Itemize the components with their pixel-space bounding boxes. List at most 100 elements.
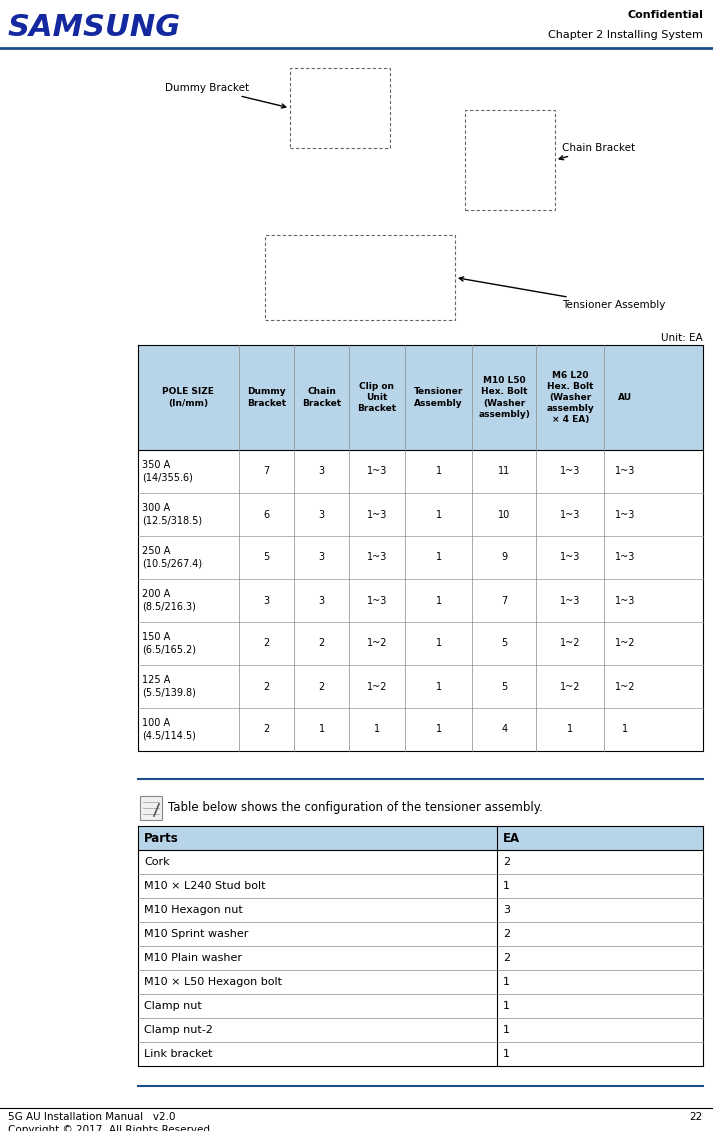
Text: 1~3: 1~3: [366, 596, 387, 605]
Text: 1~2: 1~2: [366, 682, 387, 691]
Text: 1~3: 1~3: [366, 553, 387, 562]
Text: 1~2: 1~2: [615, 682, 635, 691]
Text: 350 A
(14/355.6): 350 A (14/355.6): [142, 460, 193, 483]
Text: 3: 3: [263, 596, 270, 605]
Text: 1: 1: [503, 881, 510, 891]
Bar: [290, 68, 390, 148]
Text: 3: 3: [503, 905, 510, 915]
Bar: [138, 922, 703, 946]
Text: 2: 2: [263, 725, 270, 734]
Text: Confidential: Confidential: [627, 10, 703, 20]
Text: 5G AU Installation Manual   v2.0: 5G AU Installation Manual v2.0: [8, 1112, 175, 1122]
Text: 1: 1: [374, 725, 380, 734]
Text: 3: 3: [319, 466, 324, 476]
Text: 250 A
(10.5/267.4): 250 A (10.5/267.4): [142, 546, 202, 569]
Text: 1: 1: [503, 1001, 510, 1011]
Text: 1: 1: [567, 725, 573, 734]
Text: M10 × L240 Stud bolt: M10 × L240 Stud bolt: [144, 881, 265, 891]
Text: 150 A
(6.5/165.2): 150 A (6.5/165.2): [142, 632, 196, 655]
Text: 1: 1: [503, 1048, 510, 1059]
Text: 1~2: 1~2: [366, 639, 387, 648]
Text: Clip on
Unit
Bracket: Clip on Unit Bracket: [357, 382, 396, 413]
Text: 22: 22: [689, 1112, 703, 1122]
Text: 1: 1: [503, 1025, 510, 1035]
Bar: [265, 235, 455, 320]
Bar: [138, 708, 703, 751]
Text: 3: 3: [319, 596, 324, 605]
Bar: [138, 994, 703, 1018]
Text: M10 Hexagon nut: M10 Hexagon nut: [144, 905, 242, 915]
Text: M10 L50
Hex. Bolt
(Washer
assembly): M10 L50 Hex. Bolt (Washer assembly): [478, 377, 530, 418]
Text: 1: 1: [319, 725, 324, 734]
Bar: [138, 1018, 703, 1042]
Text: M10 × L50 Hexagon bolt: M10 × L50 Hexagon bolt: [144, 977, 282, 987]
Text: 1~3: 1~3: [560, 466, 580, 476]
Bar: [138, 665, 703, 708]
Text: Copyright © 2017, All Rights Reserved.: Copyright © 2017, All Rights Reserved.: [8, 1125, 213, 1131]
Text: 1: 1: [436, 466, 441, 476]
Text: 2: 2: [319, 682, 324, 691]
Text: 10: 10: [498, 509, 511, 519]
Text: 1: 1: [436, 682, 441, 691]
Text: M10 Sprint washer: M10 Sprint washer: [144, 929, 248, 939]
Text: AU: AU: [618, 392, 632, 402]
Text: 1: 1: [436, 509, 441, 519]
Bar: [138, 851, 703, 874]
Text: 5: 5: [263, 553, 270, 562]
Text: 1: 1: [503, 977, 510, 987]
Text: 1~3: 1~3: [560, 509, 580, 519]
Text: 1: 1: [436, 553, 441, 562]
Text: 1~3: 1~3: [560, 553, 580, 562]
Text: 9: 9: [501, 553, 508, 562]
Text: M10 Plain washer: M10 Plain washer: [144, 953, 242, 962]
Text: Chain Bracket: Chain Bracket: [559, 143, 635, 159]
Text: Unit: EA: Unit: EA: [661, 333, 703, 343]
Bar: [138, 946, 703, 970]
Bar: [465, 110, 555, 210]
Text: Dummy Bracket: Dummy Bracket: [165, 83, 286, 109]
Bar: [138, 493, 703, 536]
Bar: [138, 579, 703, 622]
Text: 1~3: 1~3: [615, 466, 635, 476]
Text: 2: 2: [503, 857, 510, 867]
Text: Link bracket: Link bracket: [144, 1048, 212, 1059]
Text: M6 L20
Hex. Bolt
(Washer
assembly
× 4 EA): M6 L20 Hex. Bolt (Washer assembly × 4 EA…: [546, 371, 594, 424]
Text: 4: 4: [501, 725, 508, 734]
Text: 1~3: 1~3: [615, 553, 635, 562]
Text: 1: 1: [436, 596, 441, 605]
Text: 1~3: 1~3: [615, 509, 635, 519]
Text: 3: 3: [319, 509, 324, 519]
Text: 2: 2: [503, 953, 510, 962]
Text: 2: 2: [263, 682, 270, 691]
Text: 1: 1: [436, 725, 441, 734]
Bar: [138, 1042, 703, 1067]
Text: 7: 7: [501, 596, 508, 605]
Bar: [138, 536, 703, 579]
Text: 2: 2: [503, 929, 510, 939]
Text: 7: 7: [263, 466, 270, 476]
Text: 5: 5: [501, 639, 508, 648]
Text: Table below shows the configuration of the tensioner assembly.: Table below shows the configuration of t…: [168, 802, 543, 814]
Text: 1~2: 1~2: [560, 639, 580, 648]
Text: 300 A
(12.5/318.5): 300 A (12.5/318.5): [142, 503, 202, 526]
Bar: [138, 826, 703, 851]
Text: Cork: Cork: [144, 857, 170, 867]
Text: 1~2: 1~2: [615, 639, 635, 648]
Text: 11: 11: [498, 466, 511, 476]
Text: Chain
Bracket: Chain Bracket: [302, 388, 342, 407]
Text: 3: 3: [319, 553, 324, 562]
Text: 100 A
(4.5/114.5): 100 A (4.5/114.5): [142, 718, 196, 741]
Text: 1~3: 1~3: [366, 509, 387, 519]
Bar: [138, 970, 703, 994]
Text: 1: 1: [436, 639, 441, 648]
Text: POLE SIZE
(In/mm): POLE SIZE (In/mm): [163, 388, 214, 407]
Text: Clamp nut-2: Clamp nut-2: [144, 1025, 213, 1035]
Bar: [138, 874, 703, 898]
Text: 200 A
(8.5/216.3): 200 A (8.5/216.3): [142, 589, 196, 612]
Text: Tensioner Assembly: Tensioner Assembly: [459, 277, 665, 310]
Text: 1~3: 1~3: [615, 596, 635, 605]
Text: SAMSUNG: SAMSUNG: [8, 12, 181, 42]
FancyBboxPatch shape: [140, 796, 162, 820]
Text: 2: 2: [319, 639, 324, 648]
Text: Dummy
Bracket: Dummy Bracket: [247, 388, 286, 407]
